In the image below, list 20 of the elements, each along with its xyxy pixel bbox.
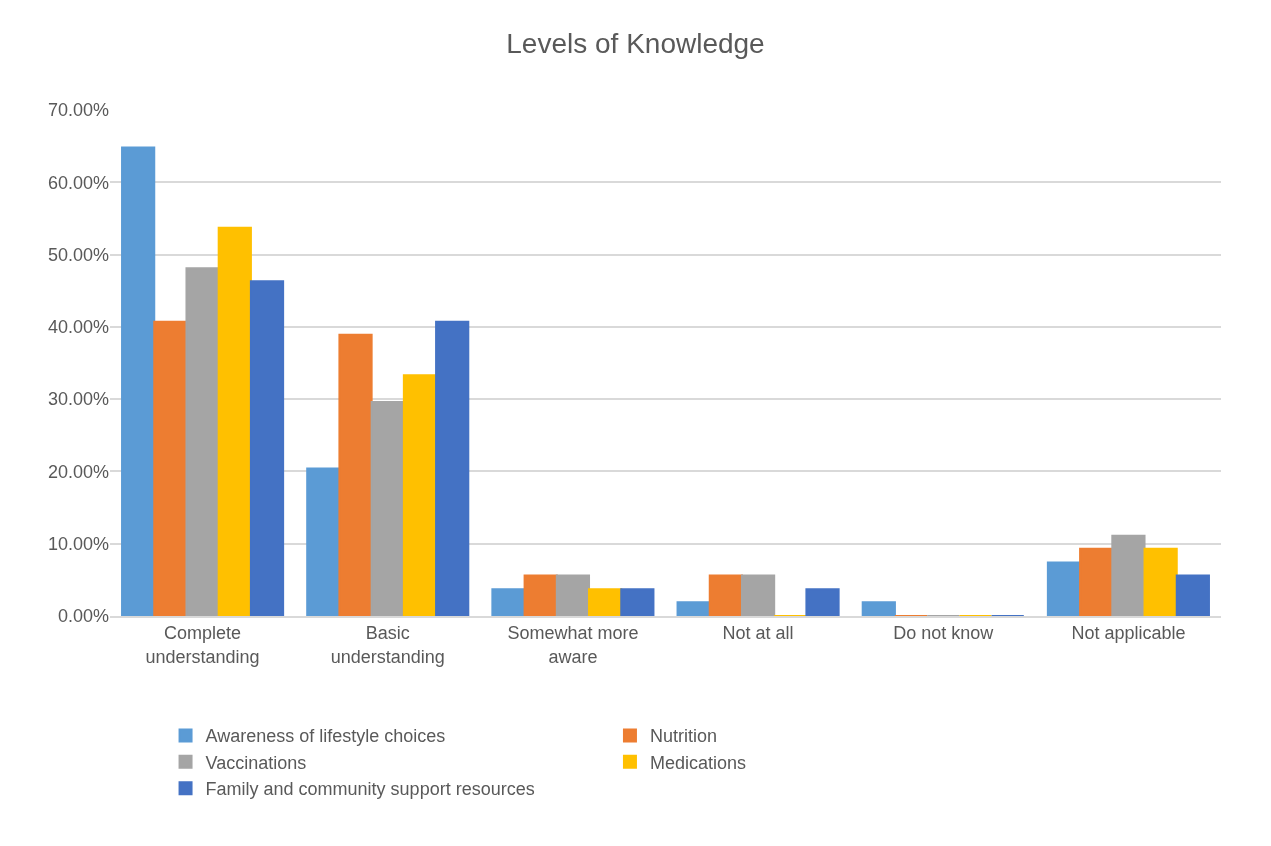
legend-label: Nutrition [649,726,717,747]
legend-label: Vaccinations [205,752,307,773]
y-tick-label: 40.00% [47,317,109,338]
x-tick-label: Not at all [722,623,794,644]
y-tick-label: 70.00% [47,100,109,121]
chart-title: Levels of Knowledge [506,28,765,60]
y-tick-label: 0.00% [57,606,109,627]
y-tick-label: 60.00% [47,172,109,193]
y-tick-label: 50.00% [47,244,109,265]
x-tick-label: Somewhat more aware [507,623,639,667]
x-tick-label: Basic understanding [330,623,445,667]
legend-label: Awareness of lifestyle choices [205,726,446,747]
y-tick-label: 20.00% [47,461,109,482]
legend-label: Family and community support resources [205,779,535,800]
legend-label: Medications [649,752,746,773]
x-tick-label: Complete understanding [145,623,260,667]
y-tick-label: 10.00% [47,534,109,555]
y-tick-label: 30.00% [47,389,109,410]
x-tick-label: Do not know [893,623,995,644]
x-tick-label: Not applicable [1071,623,1186,644]
